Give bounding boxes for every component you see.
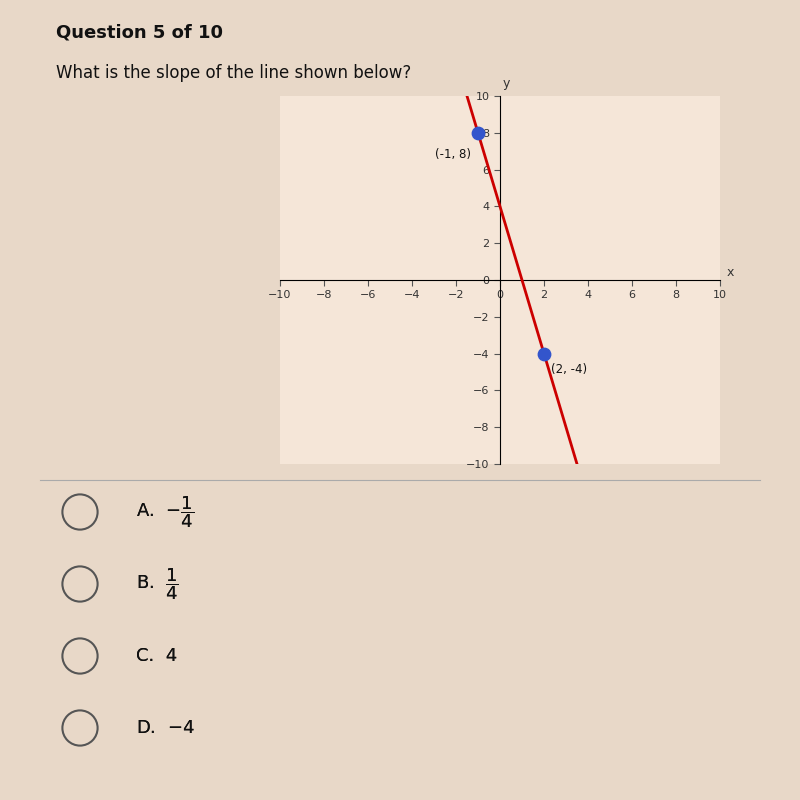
Text: (2, -4): (2, -4): [550, 363, 586, 376]
Text: D.  $-4$: D. $-4$: [136, 719, 194, 737]
Point: [538, 347, 550, 360]
Text: C.  4: C. 4: [136, 647, 178, 665]
Text: (-1, 8): (-1, 8): [435, 147, 471, 161]
Text: B.  $\dfrac{1}{4}$: B. $\dfrac{1}{4}$: [136, 566, 179, 602]
Text: A.  $-\dfrac{1}{4}$: A. $-\dfrac{1}{4}$: [136, 494, 194, 530]
Point: [472, 126, 485, 139]
Text: C.  4: C. 4: [136, 647, 178, 665]
Text: B.  $\dfrac{1}{4}$: B. $\dfrac{1}{4}$: [136, 566, 179, 602]
Text: Question 5 of 10: Question 5 of 10: [56, 24, 223, 42]
Text: x: x: [726, 266, 734, 279]
Text: A.  $-\dfrac{1}{4}$: A. $-\dfrac{1}{4}$: [136, 494, 194, 530]
Text: D.  $-4$: D. $-4$: [136, 719, 194, 737]
Text: y: y: [503, 78, 510, 90]
Text: What is the slope of the line shown below?: What is the slope of the line shown belo…: [56, 64, 411, 82]
